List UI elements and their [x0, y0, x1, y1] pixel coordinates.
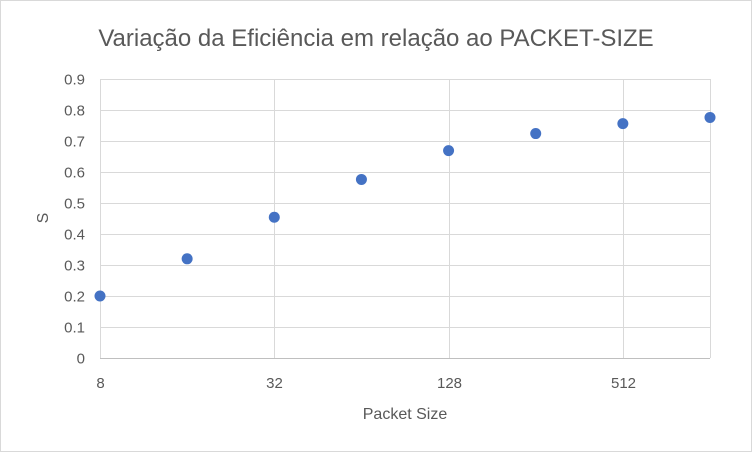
x-axis-title: Packet Size [363, 406, 448, 423]
x-tick-label: 32 [266, 375, 283, 392]
data-point [443, 145, 455, 157]
chart-title: Variação da Eficiência em relação ao PAC… [98, 25, 653, 52]
y-tick-label: 0.7 [64, 134, 85, 151]
y-tick-label: 0.2 [64, 289, 85, 306]
data-point [181, 253, 193, 265]
y-tick-label: 0.4 [64, 227, 85, 244]
y-tick-label: 0.8 [64, 103, 85, 120]
y-tick-label: 0.6 [64, 165, 85, 182]
data-point [704, 111, 716, 123]
y-tick-label: 0.3 [64, 258, 85, 275]
data-point [530, 128, 542, 140]
y-axis-title: S [35, 213, 52, 224]
y-tick-label: 0.1 [64, 320, 85, 337]
y-tick-label: 0.5 [64, 196, 85, 213]
data-point [617, 118, 629, 130]
x-tick-label: 8 [96, 375, 104, 392]
x-tick-label: 512 [611, 375, 636, 392]
tick-labels: 0 0.1 0.2 0.3 0.4 0.5 0.6 0.7 0.8 0.9 8 32 128 512 [64, 72, 636, 393]
gridlines [100, 79, 711, 358]
data-point [355, 173, 367, 185]
x-tick-label: 128 [437, 375, 462, 392]
data-point [268, 211, 280, 223]
data-point [94, 290, 106, 302]
y-tick-label: 0 [77, 351, 85, 368]
y-tick-label: 0.9 [64, 72, 85, 89]
data-points [94, 111, 716, 302]
